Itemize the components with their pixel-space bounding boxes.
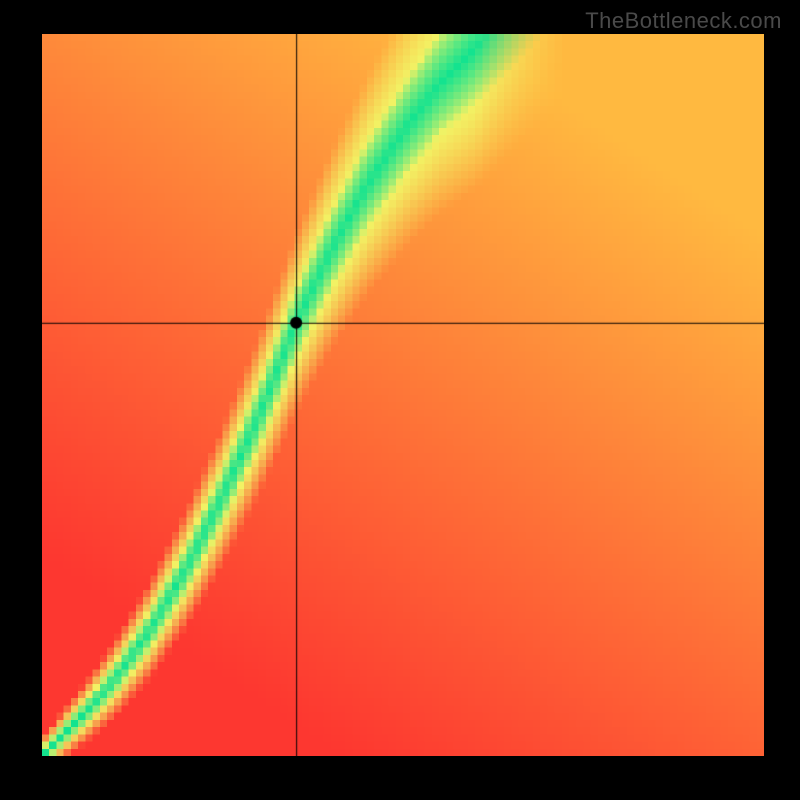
chart-container: TheBottleneck.com	[0, 0, 800, 800]
crosshair-overlay	[42, 34, 764, 756]
watermark: TheBottleneck.com	[585, 8, 782, 34]
